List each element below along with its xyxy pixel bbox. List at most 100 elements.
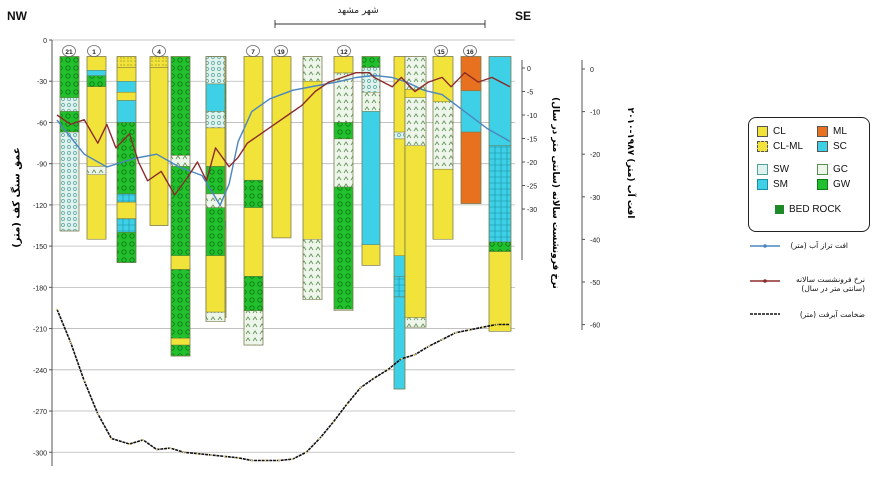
layer-cl [205, 127, 226, 167]
well-number-label: 21 [65, 49, 73, 56]
legend-water-level-marker [763, 244, 767, 248]
series-point [441, 338, 443, 341]
series-point [509, 323, 511, 326]
well-number-marker [246, 45, 260, 57]
legend-alluvium-label: ضخامت آبرفت (متر) [799, 310, 865, 319]
layer-gw [488, 241, 512, 252]
borehole-column [361, 56, 381, 266]
legend-label: ML [833, 126, 847, 137]
y-right-inner-tick-label: -25 [527, 184, 537, 191]
well-number-label: 19 [277, 49, 285, 56]
well-number-marker [62, 45, 76, 57]
legend-label: GC [833, 164, 848, 175]
borehole-outline [205, 56, 226, 323]
y-right-inner-tick-label: -5 [527, 90, 533, 97]
region-label: شهر مشهد [337, 6, 379, 16]
layer-gw [243, 276, 264, 311]
layer-cl [393, 56, 406, 133]
series-point [413, 353, 416, 356]
borehole-column [116, 56, 137, 263]
gw-swatch [817, 179, 828, 190]
layer-sc [205, 83, 226, 112]
legend-item-cl: CL [757, 126, 786, 137]
borehole-outline [116, 56, 137, 263]
layer-gc [205, 311, 226, 322]
lithology-legend: CL ML CL-ML SC SW GC SM GW BED ROCK [748, 117, 870, 232]
series-line [56, 74, 511, 207]
layer-gw [205, 207, 226, 256]
layer-gw [59, 56, 80, 98]
layer-cl [116, 67, 137, 82]
legend-item-sw: SW [757, 164, 789, 175]
series-point [291, 458, 294, 461]
legend-item-cl-ml: CL-ML [757, 141, 803, 152]
y-right-outer-tick-label: 0 [590, 67, 594, 74]
layer-cl [243, 56, 264, 181]
corner-label-se: SE [515, 9, 532, 23]
layer-cl [271, 56, 292, 239]
borehole-column [170, 56, 191, 357]
layer-gc [302, 56, 323, 82]
layer-sc [361, 111, 381, 245]
series-point [250, 459, 253, 462]
layer-cl [404, 145, 427, 318]
layer-sw [361, 67, 381, 93]
series-point [454, 331, 457, 334]
well-number-label: 4 [157, 49, 161, 56]
y-left-tick-label: -30 [37, 79, 47, 86]
y-left-tick-label: -240 [33, 368, 47, 375]
layer-gc [333, 138, 354, 188]
layer-gc [432, 101, 454, 170]
borehole-column [59, 56, 80, 232]
layer-gc [361, 92, 381, 112]
series-point [427, 345, 430, 348]
borehole-outline [302, 56, 323, 301]
borehole-column [205, 56, 226, 323]
well-number-marker [337, 45, 351, 57]
y-right-outer-tick-label: -40 [590, 237, 600, 244]
series-point [128, 443, 131, 445]
borehole-column [333, 56, 354, 312]
legend-item-gc: GC [817, 164, 848, 175]
sw-swatch [757, 164, 768, 175]
legend-label: SW [773, 164, 790, 175]
y-right-outer-tick-label: -50 [590, 280, 600, 287]
layer-sc [393, 296, 406, 390]
legend-label: SC [833, 141, 847, 152]
series-point [318, 437, 321, 440]
layer-cl [432, 168, 454, 240]
legend-item-bed-rock: BED ROCK [775, 204, 841, 215]
series-point [196, 452, 199, 455]
y-left-tick-label: -90 [37, 162, 47, 169]
y-left-tick-label: -60 [37, 120, 47, 127]
legend-item-sc: SC [817, 141, 847, 152]
borehole-column [243, 56, 264, 346]
legend-item-ml: ML [817, 126, 847, 137]
y-left-tick-label: -180 [33, 285, 47, 292]
layer-cl [243, 207, 264, 277]
layer-gw [361, 56, 381, 68]
layer-sm [488, 145, 512, 243]
series-point [155, 448, 158, 451]
legend-item-gw: GW [817, 179, 850, 190]
layer-gc [243, 310, 264, 346]
layer-sc [116, 81, 137, 93]
series-point [110, 437, 113, 440]
legend-label: CL-ML [773, 141, 804, 152]
layer-cl-ml [116, 56, 137, 68]
well-number-marker [274, 45, 288, 57]
layer-cl-ml [149, 56, 169, 68]
y-left-tick-label: -210 [33, 327, 47, 334]
legend-label: BED ROCK [789, 204, 842, 215]
corner-label-nw: NW [7, 9, 27, 23]
sc-swatch [817, 141, 828, 152]
legend-label: CL [773, 126, 786, 137]
layer-gw [170, 344, 191, 357]
ml-swatch [817, 126, 828, 137]
layer-ml [460, 131, 482, 204]
series-line [56, 71, 511, 196]
y-right-outer-tick-label: -20 [590, 152, 600, 159]
series-point [96, 412, 99, 415]
layer-sw [205, 56, 226, 85]
